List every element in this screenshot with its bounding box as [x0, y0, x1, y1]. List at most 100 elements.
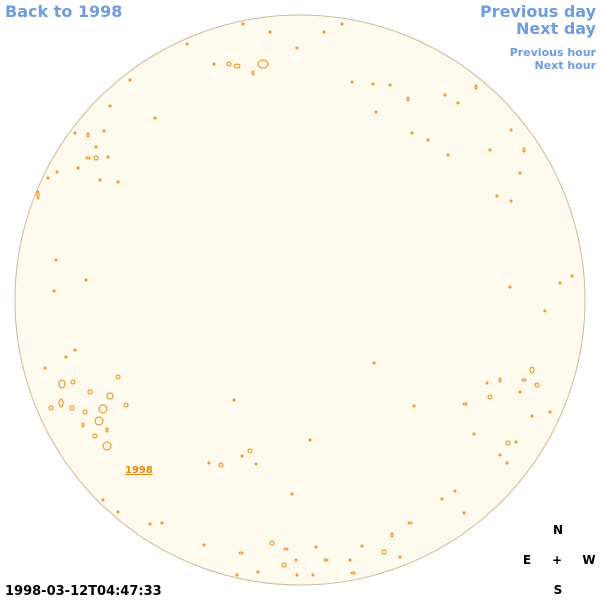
contour: [407, 521, 413, 525]
contour: [410, 131, 414, 135]
compass-center: +: [552, 553, 562, 567]
contour: [235, 573, 239, 577]
contour: [295, 573, 299, 577]
contour: [488, 148, 492, 152]
contour: [350, 80, 354, 84]
contour: [254, 462, 258, 466]
contour: [232, 398, 236, 402]
contour: [185, 42, 189, 46]
contour: [55, 170, 59, 174]
contour: [505, 461, 509, 465]
back-link[interactable]: Back to 1998: [5, 2, 122, 21]
contour: [426, 138, 430, 142]
contour: [226, 61, 232, 67]
contour: [509, 199, 513, 203]
contour: [102, 129, 106, 133]
contour: [340, 22, 344, 26]
contour: [48, 405, 54, 411]
contour: [94, 416, 104, 426]
contour: [514, 440, 518, 444]
contour: [495, 194, 499, 198]
contour: [406, 96, 410, 102]
contour: [311, 573, 315, 577]
contour: [153, 116, 157, 120]
compass-south: S: [554, 583, 563, 597]
contour: [92, 433, 98, 439]
contour: [212, 62, 216, 66]
contour: [123, 402, 129, 408]
contour: [128, 78, 132, 82]
contour: [73, 348, 77, 352]
contour: [530, 414, 534, 418]
contour: [76, 166, 80, 170]
contour: [372, 361, 376, 365]
contour: [115, 374, 121, 380]
contour: [84, 278, 88, 282]
contour: [505, 440, 511, 446]
contour: [350, 571, 356, 575]
contour: [498, 377, 502, 383]
contour: [543, 309, 547, 313]
contour: [101, 498, 105, 502]
contour: [446, 153, 450, 157]
contour: [58, 398, 64, 408]
contour: [73, 131, 77, 135]
contour: [93, 155, 99, 161]
compass-east: E: [523, 553, 531, 567]
contour: [98, 404, 108, 414]
contour: [238, 551, 244, 555]
contour: [64, 355, 68, 359]
contour: [374, 110, 378, 114]
contour: [46, 176, 50, 180]
contour: [105, 427, 109, 433]
contour: [360, 544, 364, 548]
previous-day-link[interactable]: Previous day: [480, 2, 597, 21]
contour: [102, 441, 112, 451]
contour: [70, 379, 76, 385]
contour: [498, 453, 502, 457]
contour: [308, 438, 312, 442]
contour: [36, 190, 40, 200]
contour: [94, 145, 98, 149]
contour: [218, 462, 224, 468]
contour: [290, 492, 294, 496]
contour: [521, 378, 527, 382]
contour: [240, 454, 244, 458]
contour: [443, 93, 447, 97]
contour: [160, 521, 164, 525]
contour: [371, 82, 375, 86]
contour: [256, 570, 260, 574]
contour: [116, 510, 120, 514]
compass-north: N: [553, 523, 563, 537]
contour: [58, 379, 66, 389]
contour: [529, 366, 535, 374]
contour: [269, 540, 275, 546]
contour: [85, 156, 91, 160]
contour: [472, 432, 476, 436]
contour: [82, 409, 88, 415]
contour: [268, 30, 272, 34]
contour: [348, 558, 352, 562]
contour: [98, 178, 102, 182]
contour: [52, 289, 56, 293]
contour: [233, 63, 241, 69]
compass-west: W: [582, 553, 595, 567]
contour: [534, 382, 540, 388]
contour: [257, 59, 269, 69]
next-hour-link[interactable]: Next hour: [535, 59, 597, 72]
solar-disk: [14, 14, 586, 586]
contour: [381, 549, 387, 555]
contour: [474, 84, 478, 90]
contour: [106, 155, 110, 159]
disk-label[interactable]: 1998: [125, 465, 153, 476]
next-day-link[interactable]: Next day: [516, 19, 597, 38]
contour: [87, 389, 93, 395]
previous-hour-link[interactable]: Previous hour: [510, 46, 597, 59]
contour: [509, 128, 513, 132]
contour: [43, 366, 47, 370]
contour: [247, 448, 253, 454]
contour: [86, 132, 90, 138]
contour: [462, 511, 466, 515]
contour: [294, 558, 298, 562]
contour: [487, 394, 493, 400]
